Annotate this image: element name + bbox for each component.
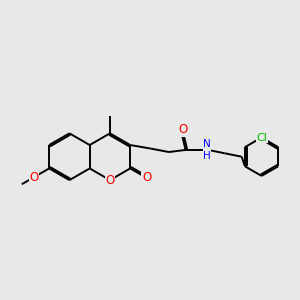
- Text: Cl: Cl: [256, 133, 267, 142]
- Text: O: O: [105, 174, 115, 187]
- Text: O: O: [142, 171, 151, 184]
- Text: N
H: N H: [203, 139, 211, 160]
- Text: O: O: [29, 171, 39, 184]
- Text: O: O: [178, 123, 187, 136]
